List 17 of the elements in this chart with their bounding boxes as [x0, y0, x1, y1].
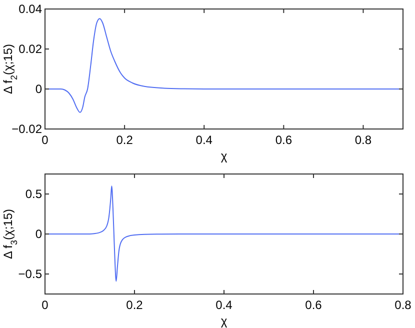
- y-tick-label: 0: [35, 82, 42, 96]
- y-tick-label: 0: [35, 227, 42, 241]
- x-tick-label: 0.2: [126, 298, 144, 312]
- x-tick-label: 0.4: [216, 298, 233, 312]
- y-tick-label: 0.04: [18, 2, 42, 16]
- x-tick-label: 0.6: [275, 133, 292, 147]
- x-axis-title: χ: [220, 314, 228, 328]
- x-tick-label: 0.6: [305, 298, 322, 312]
- x-tick-label: 0.4: [196, 133, 213, 147]
- y-tick-label: −0.02: [12, 122, 42, 136]
- x-tick-label: 0.8: [394, 298, 412, 312]
- y-tick-label: 0.02: [18, 42, 42, 56]
- x-tick-label: 0.2: [116, 133, 134, 147]
- x-tick-label: 0.8: [354, 133, 372, 147]
- x-axis-title: χ: [220, 149, 228, 163]
- y-tick-label: −0.5: [18, 267, 42, 281]
- y-tick-label: 0.5: [25, 187, 42, 201]
